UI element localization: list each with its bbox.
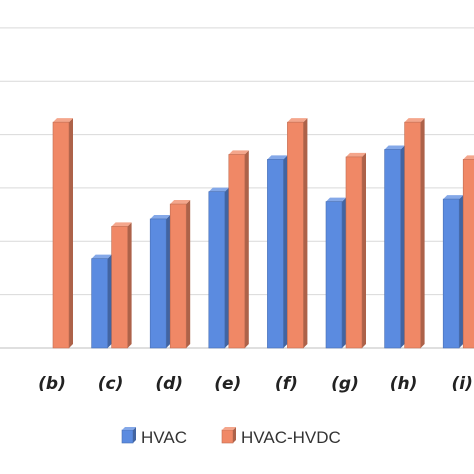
bar-hvac xyxy=(325,197,346,349)
bar-hvac xyxy=(208,187,229,349)
x-tick-label: (i) xyxy=(452,374,473,394)
bar-hvac xyxy=(442,195,464,349)
legend: HVAC HVAC-HVDC xyxy=(121,427,341,447)
bar-hvac xyxy=(91,254,112,349)
legend-swatch xyxy=(221,429,234,444)
legend-swatch xyxy=(121,429,134,444)
bar-hvac xyxy=(149,214,171,349)
bar-hvac-hvdc xyxy=(462,155,474,349)
bar-hvac-hvdc xyxy=(404,118,425,349)
legend-item: HVAC xyxy=(121,427,187,447)
bar-hvac xyxy=(384,145,405,349)
x-tick-label: (c) xyxy=(98,374,124,394)
bar-hvac-hvdc xyxy=(228,150,249,349)
x-tick-label: (b) xyxy=(38,374,66,394)
bar-hvac-hvdc xyxy=(169,200,191,349)
bar-hvac-hvdc xyxy=(52,118,73,349)
bar-hvac-hvdc xyxy=(111,222,132,349)
legend-item: HVAC-HVDC xyxy=(221,427,341,447)
x-tick-label: (d) xyxy=(155,374,183,394)
bar-hvac-hvdc xyxy=(345,152,366,349)
legend-label: HVAC xyxy=(141,428,187,447)
x-tick-label: (h) xyxy=(390,374,418,394)
x-tick-label: (g) xyxy=(331,374,359,394)
legend-label: HVAC-HVDC xyxy=(241,428,341,447)
bars xyxy=(52,118,474,349)
x-tick-label: (f) xyxy=(275,374,298,394)
x-tick-label: (e) xyxy=(214,374,241,394)
bar-hvac-hvdc xyxy=(287,118,308,349)
x-tick-labels: (b)(c)(d)(e)(f)(g)(h)(i)(j) xyxy=(38,374,473,394)
bar-hvac xyxy=(267,155,288,349)
